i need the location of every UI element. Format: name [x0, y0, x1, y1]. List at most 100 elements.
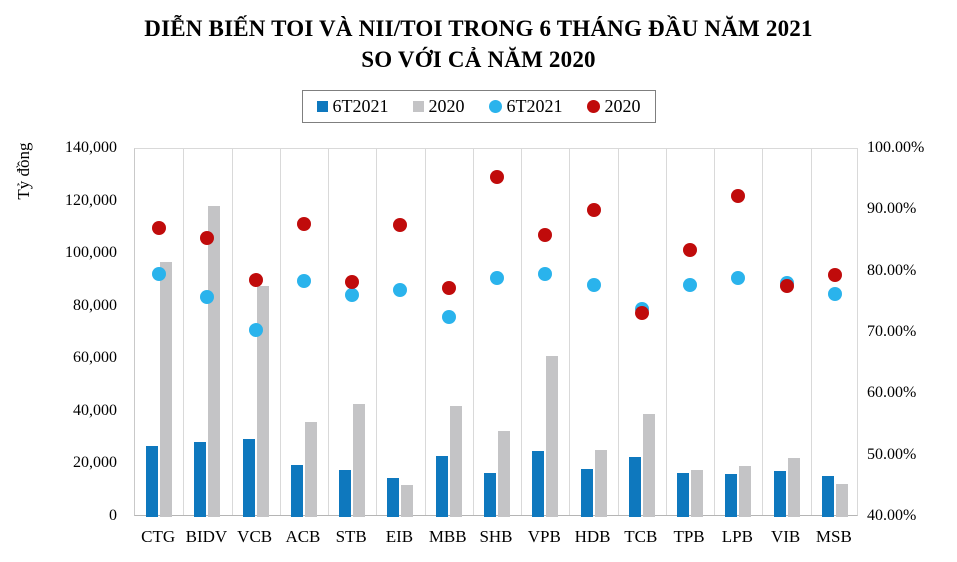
dot-2020-eib [393, 218, 408, 233]
left-axis-tick: 0 [109, 507, 117, 524]
dot-2020-vpb [538, 228, 553, 243]
dot-2020-acb [296, 216, 311, 231]
legend-circle-icon [586, 100, 600, 113]
x-axis-label-msb: MSB [815, 527, 852, 546]
gridline-vertical [617, 149, 619, 515]
x-axis-label-hdb: HDB [574, 527, 611, 546]
gridline-vertical [762, 149, 764, 515]
bar-2020-mbb [449, 406, 462, 517]
x-axis-label-vib: VIB [770, 527, 801, 546]
dot-6t2021-hdb [586, 277, 601, 292]
dot-6t2021-lpb [731, 271, 746, 286]
gridline-vertical [665, 149, 667, 515]
bar-2020-tcb [642, 413, 655, 517]
dot-6t2021-vcb [248, 322, 263, 337]
bar-2020-hdb [594, 449, 607, 517]
bar-6t2021-mbb [435, 455, 448, 517]
x-axis-label-shb: SHB [479, 527, 513, 546]
legend-square-icon [412, 101, 424, 112]
right-axis-tick: 60.00% [867, 384, 917, 402]
right-axis-tick: 100.00% [867, 139, 925, 156]
left-axis-tick: 60,000 [73, 349, 117, 367]
bar-6t2021-hdb [580, 468, 593, 517]
left-axis-tick: 20,000 [73, 454, 117, 472]
dot-6t2021-msb [827, 287, 842, 302]
bar-6t2021-shb [484, 472, 496, 517]
plot-area [134, 148, 858, 517]
chart-title-line-1: DIỄN BIẾN TOI VÀ NII/TOI TRONG 6 THÁNG Đ… [144, 16, 813, 41]
right-axis-tick: 40.00% [867, 507, 917, 524]
legend-item-6t2021-circle: 6T2021 [488, 96, 563, 117]
legend-label: 6T2021 [506, 96, 563, 116]
bar-2020-vcb [256, 285, 269, 517]
dot-6t2021-bidv [200, 290, 215, 305]
bar-2020-msb [835, 483, 848, 517]
left-axis-tick: 100,000 [65, 244, 117, 262]
dot-2020-lpb [731, 189, 746, 204]
dot-6t2021-ctg [152, 267, 167, 282]
gridline-vertical [472, 149, 474, 515]
gridline-vertical [328, 149, 330, 515]
left-axis-tick: 40,000 [73, 401, 117, 419]
bar-6t2021-lpb [725, 473, 738, 517]
left-axis-title: Tỷ đồng [14, 142, 33, 200]
bar-2020-tpb [691, 470, 704, 517]
chart-legend: 6T2021 2020 6T2021 2020 [301, 90, 656, 123]
x-axis-label-vcb: VCB [237, 527, 273, 546]
bar-2020-bidv [208, 206, 221, 517]
dot-6t2021-eib [393, 283, 408, 298]
x-axis-label-ctg: CTG [141, 527, 176, 546]
dot-6t2021-shb [490, 271, 504, 286]
right-axis-tick: 50.00% [867, 445, 917, 463]
chart-title-line-2: SO VỚI CẢ NĂM 2020 [361, 47, 596, 72]
bar-2020-acb [304, 421, 317, 517]
dot-6t2021-acb [296, 273, 311, 288]
x-axis-label-eib: EIB [385, 527, 414, 546]
dot-6t2021-tpb [683, 277, 698, 292]
bar-6t2021-tcb [628, 456, 641, 517]
right-axis-tick: 70.00% [867, 323, 917, 340]
dot-6t2021-stb [345, 287, 360, 302]
dot-2020-ctg [152, 220, 167, 235]
x-axis-label-bidv: BIDV [185, 527, 228, 546]
gridline-vertical [231, 149, 233, 515]
bar-6t2021-vcb [242, 439, 255, 517]
bar-6t2021-vib [773, 471, 786, 517]
dot-2020-hdb [586, 202, 601, 217]
dot-2020-tpb [683, 243, 698, 258]
bar-2020-ctg [160, 262, 173, 517]
dot-2020-msb [827, 268, 842, 283]
bar-2020-vib [787, 458, 800, 517]
bar-2020-shb [498, 431, 510, 517]
bar-6t2021-ctg [146, 445, 159, 517]
bar-6t2021-bidv [194, 441, 207, 517]
legend-item-2020-square: 2020 [412, 96, 465, 117]
x-axis-label-stb: STB [335, 527, 367, 546]
legend-label: 6T2021 [332, 96, 389, 116]
gridline-vertical [376, 149, 378, 515]
bar-6t2021-tpb [677, 473, 690, 517]
bar-2020-eib [401, 484, 414, 517]
gridline-vertical [714, 149, 716, 515]
legend-circle-icon [488, 100, 502, 113]
bar-2020-lpb [739, 466, 752, 517]
bar-6t2021-acb [290, 464, 303, 517]
dot-6t2021-vpb [538, 266, 553, 281]
dot-2020-bidv [200, 230, 215, 245]
left-axis-tick: 140,000 [65, 139, 117, 156]
legend-label: 2020 [428, 96, 465, 116]
left-axis-tick: 80,000 [73, 296, 117, 314]
dot-2020-mbb [441, 281, 456, 296]
x-axis-label-tcb: TCB [624, 527, 658, 546]
dot-2020-tcb [634, 306, 649, 321]
x-axis-label-lpb: LPB [721, 527, 753, 546]
bar-6t2021-stb [339, 469, 352, 517]
right-axis-tick: 80.00% [867, 261, 917, 279]
gridline-vertical [424, 149, 426, 515]
x-axis-label-tpb: TPB [673, 527, 705, 546]
dot-6t2021-mbb [441, 310, 456, 325]
legend-square-icon [316, 101, 328, 112]
dot-2020-vib [779, 278, 794, 293]
right-axis-tick: 90.00% [867, 200, 917, 218]
gridline-vertical [521, 149, 523, 515]
